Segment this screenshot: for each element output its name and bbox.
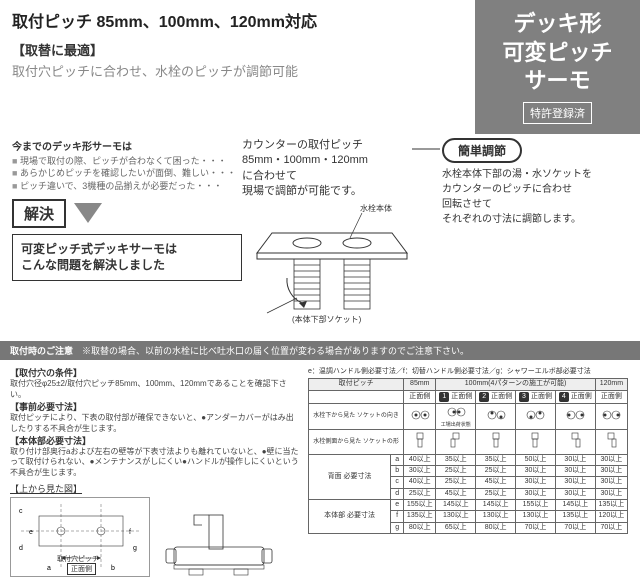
row-socket-bottom: 水栓下から見た ソケットの向き — [309, 403, 404, 429]
problem-item: ■ あらかじめピッチを確認したいが面倒、難しい・・・ — [12, 167, 242, 180]
row-socket-side: 水栓側面から見た ソケットの形 — [309, 430, 404, 454]
sec-body: 本体部 必要寸法 — [309, 500, 391, 534]
top-view-diagram: cd ab ef g 取付穴ピッチ 正面側 — [10, 497, 150, 577]
th-100: 100mm(4パターンの施工が可能) — [436, 379, 595, 390]
sec-back: 背面 必要寸法 — [309, 454, 391, 500]
counter-l4: 現場で調節が可能です。 — [242, 184, 442, 199]
problems-head: 今までのデッキ形サーモは — [12, 138, 242, 153]
diag-label-body: 水栓本体 — [360, 203, 392, 214]
cond-d3: 取り付け部奥行aおよび左右の壁等が下表寸法よりも離れていないと、●壁に当たって取… — [10, 447, 300, 478]
solution-box: 可変ピッチ式デッキサーモは こんな問題を解決しました — [12, 234, 242, 282]
patent-badge: 特許登録済 — [523, 102, 592, 124]
th-pitch: 取付ピッチ — [309, 379, 404, 390]
svg-text:e: e — [29, 529, 33, 536]
arrow-down-icon — [74, 203, 102, 223]
solve-badge: 解決 — [12, 199, 66, 228]
svg-text:d: d — [19, 545, 23, 552]
cond-h3: 【本体部必要寸法】 — [10, 434, 300, 447]
problem-item: ■ ピッチ違いで、3機種の品揃えが必要だった・・・ — [12, 180, 242, 193]
solution-line1: 可変ピッチ式デッキサーモは — [21, 241, 233, 258]
svg-text:a: a — [47, 565, 51, 572]
install-note: ※取替の場合、以前の水栓に比べ吐水口の届く位置が変わる場合がありますのでご注意下… — [82, 346, 469, 356]
counter-l3: に合わせて — [242, 169, 442, 184]
problem-item: ■ 現場で取付の際、ピッチが合わなくて困った・・・ — [12, 155, 242, 168]
dimension-table: 取付ピッチ 85mm 100mm(4パターンの施工が可能) 120mm 正面側 … — [308, 378, 628, 534]
svg-text:f: f — [129, 529, 131, 536]
svg-text:b: b — [111, 565, 115, 572]
th-85: 85mm — [404, 379, 436, 390]
cond-h1: 【取付穴の条件】 — [10, 366, 300, 379]
front-label: 正面側 — [67, 563, 96, 575]
sub-desc: 取付穴ピッチに合わせ、水栓のピッチが調節可能 — [12, 61, 463, 80]
easy-l1: 水栓本体下部の湯・水ソケットを — [442, 167, 622, 182]
cond-d2: 取付ピッチにより、下表の取付部が確保できないと、●アンダーカバーがはみ出したりす… — [10, 413, 300, 434]
table-caption: e：温調ハンドル側必要寸法／f：切替ハンドル側必要寸法／g：シャワーエルボ部必要… — [308, 366, 628, 376]
svg-text:g: g — [133, 545, 137, 552]
product-line1: デッキ形 — [483, 10, 632, 39]
faucet-drawing — [154, 497, 284, 577]
socket-diagram: 水栓本体 (本体下部ソケット) — [242, 203, 422, 333]
view-label: 【上から見た図】 — [10, 482, 300, 495]
easy-badge: 簡単調節 — [442, 138, 522, 163]
ori-cell: 正面側 — [404, 390, 436, 403]
th-120: 120mm — [595, 379, 627, 390]
solution-line2: こんな問題を解決しました — [21, 257, 233, 274]
install-title: 取付時のご注意 — [10, 346, 73, 356]
product-line2: 可変ピッチ — [483, 39, 632, 68]
diag-label-socket: (本体下部ソケット) — [292, 314, 361, 325]
main-title: 取付ピッチ 85mm、100mm、120mm対応 — [12, 8, 463, 32]
install-bar: 取付時のご注意 ※取替の場合、以前の水栓に比べ吐水口の届く位置が変わる場合があり… — [0, 341, 640, 360]
svg-text:c: c — [19, 508, 23, 515]
product-badge: デッキ形 可変ピッチ サーモ 特許登録済 — [475, 0, 640, 134]
cond-h2: 【事前必要寸法】 — [10, 400, 300, 413]
product-line3: サーモ — [483, 67, 632, 96]
cond-d1: 取付穴径φ25±2/取付穴ピッチ85mm、100mm、120mmであることを確認… — [10, 379, 300, 400]
easy-l2: カウンターのピッチに合わせ — [442, 182, 622, 197]
easy-l4: それぞれの寸法に調節します。 — [442, 212, 622, 227]
sub-label: 【取替に最適】 — [12, 40, 463, 59]
easy-l3: 回転させて — [442, 197, 622, 212]
